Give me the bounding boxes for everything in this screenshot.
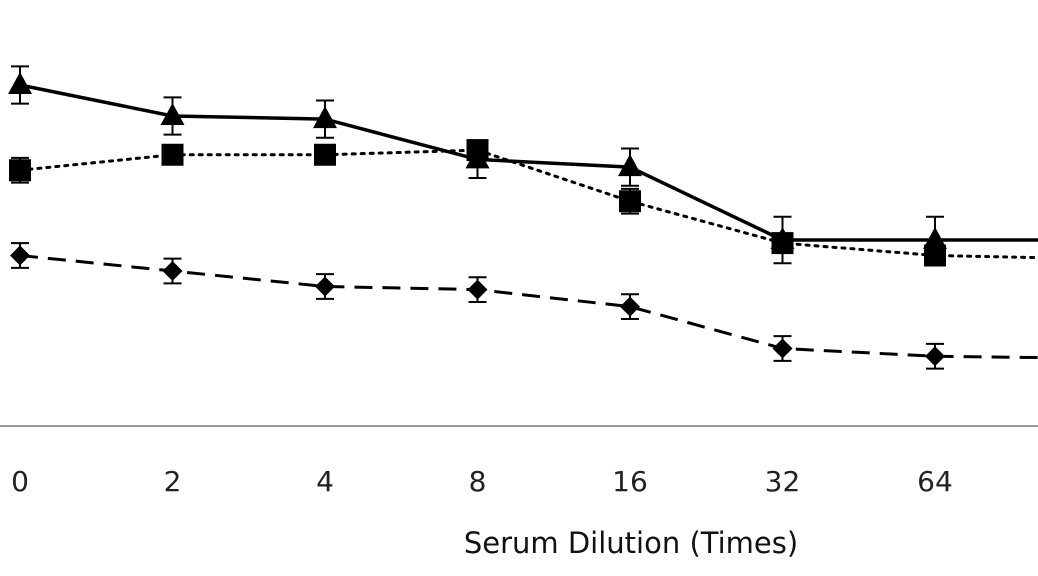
data-point-square [466,139,489,162]
series-diamond [10,242,1038,370]
series-triangle [8,65,1038,265]
series-line [19,254,1038,360]
data-point-diamond [467,279,488,300]
data-point-square [619,190,641,213]
data-point-square [9,159,31,182]
series-line [18,148,1038,260]
data-point-triangle [160,103,185,125]
x-tick-label: 4 [316,465,334,498]
series-line [19,83,1038,242]
data-point-diamond [315,276,335,297]
series-layer [8,65,1038,370]
data-point-square [161,143,184,166]
data-point-triangle [8,72,32,94]
data-point-diamond [925,346,945,367]
x-tick-labels: 0 2 4 8 16 32 64 [11,465,953,498]
x-tick-label: 64 [917,465,953,498]
data-point-square [771,232,794,255]
x-tick-label: 16 [612,465,648,498]
data-point-diamond [772,338,793,359]
data-point-triangle [618,154,642,177]
x-tick-label: 8 [469,465,487,498]
data-point-triangle [313,106,337,129]
series-square [9,139,1038,267]
x-tick-label: 2 [164,465,182,498]
data-point-square [924,244,946,267]
data-point-diamond [162,261,183,281]
x-axis-title: Serum Dilution (Times) [464,526,798,560]
data-point-triangle [923,227,947,249]
data-point-diamond [620,296,640,317]
x-tick-label: 0 [11,465,29,498]
data-point-square [314,143,336,166]
data-point-diamond [10,245,30,266]
x-tick-label: 32 [765,465,801,498]
